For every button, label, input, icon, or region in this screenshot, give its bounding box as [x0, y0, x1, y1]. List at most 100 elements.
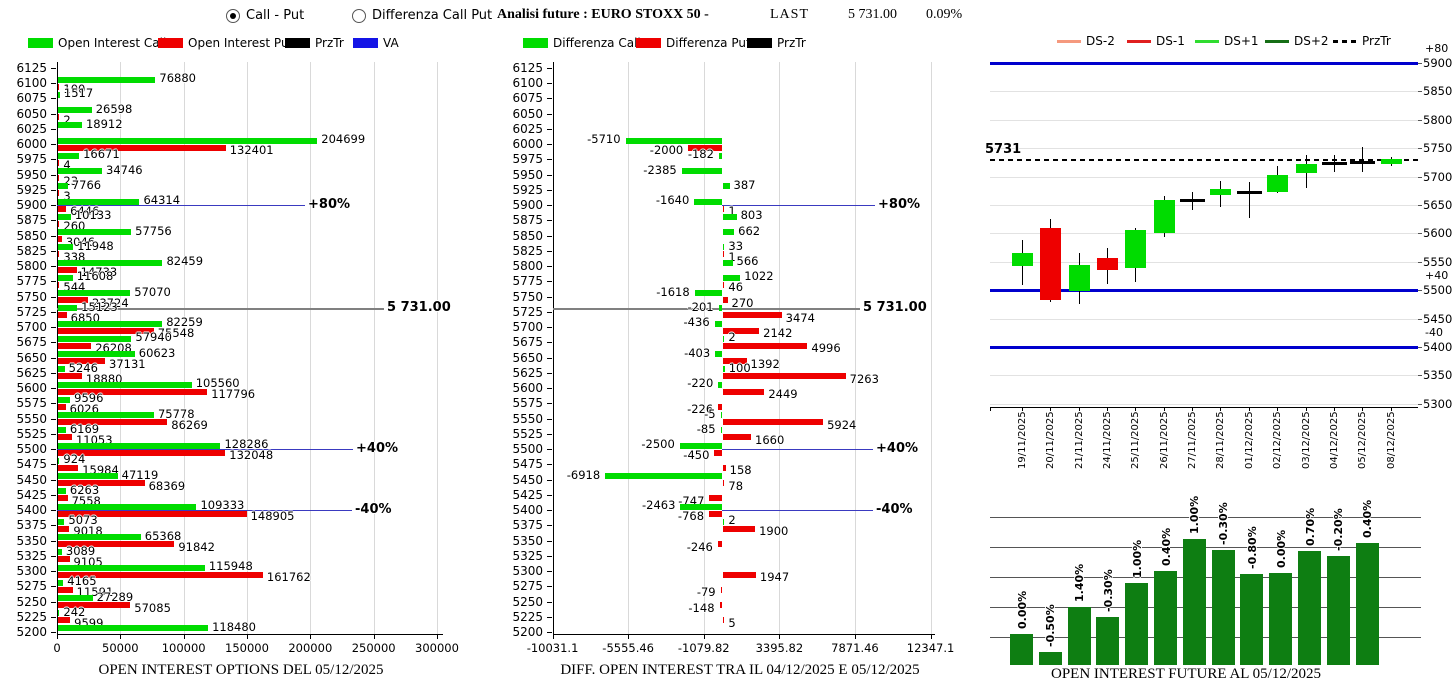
gridline-v [120, 62, 122, 634]
strike-label: 5400 [512, 503, 543, 518]
put-bar [58, 175, 60, 182]
gridline-h [990, 403, 1418, 405]
future-bar [1269, 573, 1293, 665]
gridline-h [990, 261, 1418, 263]
strike-tick [51, 342, 56, 344]
legend-swatch-3 [353, 38, 378, 48]
strike-tick [51, 250, 56, 252]
call-bar [58, 305, 78, 312]
radio-call-put-label[interactable]: Call - Put [246, 8, 305, 23]
x-tick-label: 200000 [288, 641, 333, 655]
strike-tick [547, 540, 552, 542]
price-tick [1418, 403, 1422, 405]
y-axis [553, 62, 554, 634]
legend-swatch-1 [158, 38, 183, 48]
strike-label: 5875 [16, 213, 47, 228]
value-label: 566 [736, 254, 759, 269]
value-label: -182 [687, 147, 714, 162]
put-bar [58, 312, 67, 319]
price-label: 5350 [1423, 368, 1453, 383]
chart-caption: DIFF. OPEN INTEREST TRA IL 04/12/2025 E … [560, 662, 920, 678]
strike-label: 6100 [16, 76, 47, 91]
call-bar [58, 183, 68, 190]
future-bar-label: -0.20% [1332, 508, 1346, 551]
value-label: 2449 [768, 387, 798, 402]
radio-differenza[interactable] [352, 8, 366, 27]
price-label: 5450 [1423, 311, 1453, 326]
gridline-v [183, 62, 185, 634]
candle-body [1068, 265, 1090, 291]
price-tick [1418, 233, 1422, 235]
value-label: 2 [63, 112, 71, 127]
strike-label: 5525 [16, 426, 47, 441]
candle-body [1153, 199, 1175, 233]
put-bar [58, 236, 62, 243]
strike-tick [547, 128, 552, 130]
value-label: 387 [733, 177, 756, 192]
annotation-label-5 731.00: 5 731.00 [387, 300, 451, 316]
x-axis-tick [1192, 407, 1194, 411]
strike-label: 5950 [512, 167, 543, 182]
value-label: 132401 [229, 143, 274, 158]
future-bar [1154, 571, 1177, 665]
put-bar [723, 434, 752, 441]
radio-differenza-label[interactable]: Differenza Call Put [372, 8, 493, 23]
x-axis-tick [1050, 407, 1052, 411]
value-label: 803 [740, 208, 763, 223]
strike-tick [547, 616, 552, 618]
value-label: 4996 [811, 341, 841, 356]
call-bar [58, 457, 60, 464]
call-bar [723, 183, 730, 190]
strike-tick [51, 113, 56, 115]
value-label: 1517 [63, 86, 94, 101]
value-label: 105560 [195, 376, 240, 391]
strike-label: 5800 [512, 259, 543, 274]
value-label: -1640 [655, 193, 690, 208]
strike-tick [51, 144, 56, 146]
value-label: -148 [688, 600, 715, 615]
value-label: 204699 [321, 132, 366, 147]
x-tick-label: -5555.46 [602, 641, 655, 655]
legend-line-0 [1057, 40, 1081, 43]
gridline-v [930, 62, 932, 634]
value-label: 1947 [759, 570, 790, 585]
call-bar [58, 91, 60, 98]
price-label: 5550 [1423, 254, 1453, 269]
put-bar [58, 510, 247, 517]
value-label: 1022 [744, 269, 774, 284]
strike-tick [547, 159, 552, 161]
x-tick-label: 150000 [225, 641, 269, 655]
put-bar [720, 586, 722, 593]
put-bar [58, 571, 263, 578]
strike-label: 5850 [16, 228, 47, 243]
call-bar [58, 473, 118, 480]
value-label: -436 [683, 315, 710, 330]
call-bar [720, 427, 722, 434]
legend-swatch-1 [636, 38, 661, 48]
value-label: 47119 [121, 467, 159, 482]
future-bar [1182, 539, 1206, 665]
legend-swatch-2 [747, 38, 772, 48]
prztr-line [990, 158, 1418, 161]
value-label: 14733 [80, 265, 118, 280]
radio-call-put[interactable] [226, 8, 240, 27]
price-tick [1418, 261, 1422, 263]
candle-wick [1362, 147, 1364, 173]
value-label: 1900 [759, 524, 789, 539]
value-label: -220 [687, 376, 714, 391]
x-axis-tick [628, 634, 630, 639]
strike-tick [547, 327, 552, 329]
value-label: 1660 [755, 432, 785, 447]
put-bar [58, 297, 89, 304]
strike-tick [51, 525, 56, 527]
call-bar [58, 198, 140, 205]
value-label: 82459 [166, 254, 204, 269]
strike-label: 5600 [16, 381, 47, 396]
strike-label: 5200 [16, 624, 47, 639]
call-bar [58, 107, 92, 114]
strike-tick [547, 220, 552, 222]
future-bar-label: -0.50% [1044, 604, 1058, 647]
strike-tick [51, 464, 56, 466]
